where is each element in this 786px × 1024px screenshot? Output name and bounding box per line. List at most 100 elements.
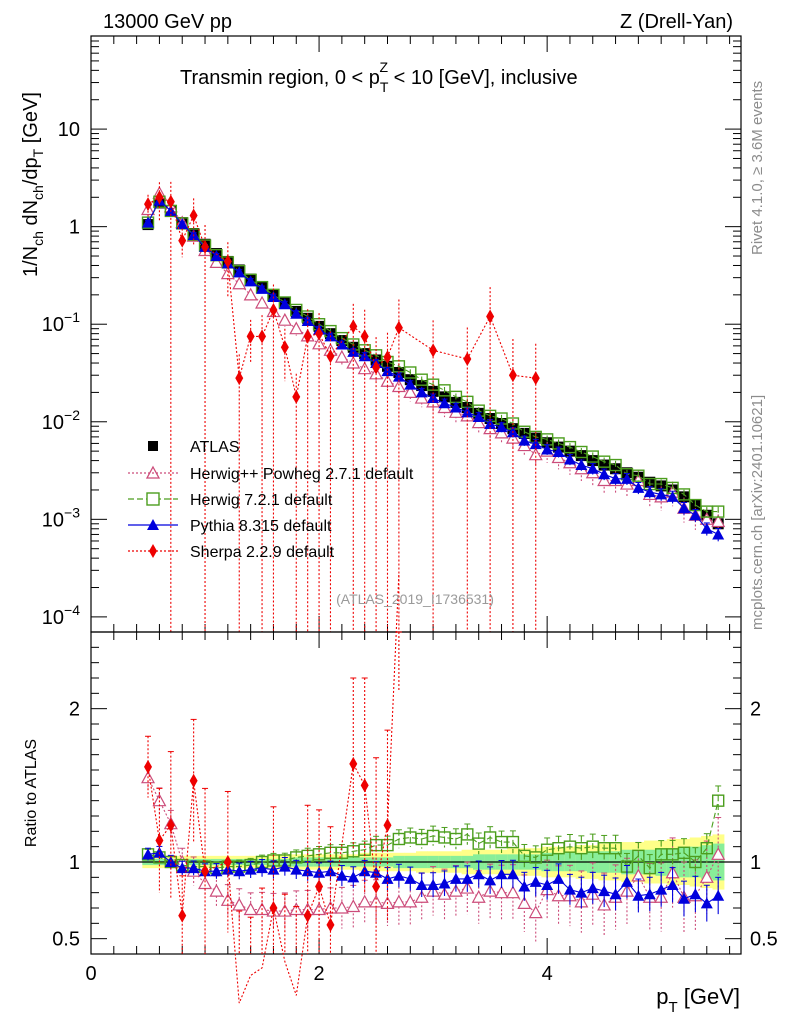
data-point bbox=[312, 336, 327, 350]
ylabel-b-sub: ch bbox=[30, 185, 46, 200]
plot-title: Transmin region, 0 < pTZ < 10 [GeV], inc… bbox=[180, 59, 578, 95]
data-point bbox=[346, 899, 361, 913]
data-point bbox=[142, 848, 155, 860]
data-point bbox=[334, 349, 349, 363]
ratio-y-tick-label-right: 2 bbox=[750, 699, 761, 721]
data-point bbox=[360, 778, 369, 793]
data-point bbox=[187, 862, 200, 874]
plot-title-sup: Z bbox=[379, 59, 388, 75]
data-point bbox=[506, 868, 519, 880]
data-point bbox=[201, 239, 210, 254]
data-point bbox=[712, 528, 725, 540]
data-point bbox=[575, 450, 587, 462]
data-point bbox=[438, 384, 451, 397]
legend-entry-sherpa: Sherpa 2.2.9 default bbox=[128, 544, 335, 561]
data-point bbox=[360, 329, 369, 344]
data-point bbox=[246, 329, 255, 344]
data-point bbox=[429, 343, 438, 358]
data-point bbox=[463, 351, 472, 366]
ylabel-d: [GeV] bbox=[20, 92, 42, 149]
data-point bbox=[178, 908, 187, 923]
data-point bbox=[404, 872, 417, 884]
data-point bbox=[392, 869, 405, 881]
legend: ATLAS Herwig++ Powheg 2.7.1 default Herw… bbox=[128, 439, 414, 561]
data-point bbox=[290, 307, 303, 319]
y-tick-label-base: 10 bbox=[42, 607, 64, 629]
data-point bbox=[632, 481, 645, 493]
process-label: Z (Drell-Yan) bbox=[620, 11, 733, 33]
y-tick-label: 10 bbox=[58, 119, 80, 141]
data-point bbox=[438, 397, 451, 409]
data-point bbox=[484, 874, 497, 886]
data-point bbox=[334, 900, 349, 914]
data-point bbox=[278, 298, 291, 310]
data-point bbox=[620, 472, 633, 484]
plot-title-pre: Transmin region, 0 < p bbox=[180, 67, 380, 89]
data-point bbox=[587, 455, 599, 467]
legend-marker-herwigpp bbox=[145, 465, 161, 479]
data-point bbox=[176, 862, 189, 874]
ratio-panel: 0.5 0.5 1 1 2 2 0 2 4 bbox=[52, 573, 778, 1004]
data-point bbox=[166, 818, 175, 833]
data-point bbox=[575, 459, 588, 471]
ratio-y-tick-label: 0.5 bbox=[52, 929, 80, 951]
data-point bbox=[598, 468, 611, 480]
xlabel-a: p bbox=[656, 984, 668, 1009]
y-tick-label: 10−3 bbox=[42, 504, 80, 531]
data-point bbox=[643, 486, 656, 498]
y-tick-label-base: 1 bbox=[69, 217, 80, 239]
ylabel-c: /dp bbox=[20, 157, 42, 185]
data-point bbox=[267, 863, 280, 875]
data-point bbox=[506, 835, 520, 849]
mcplots-label: mcplots.cern.ch [arXiv:2401.10621] bbox=[749, 395, 766, 630]
data-point bbox=[301, 314, 314, 326]
data-point bbox=[655, 488, 668, 500]
data-point bbox=[209, 883, 224, 897]
data-point bbox=[529, 851, 542, 864]
y-tick-label-exp: −2 bbox=[64, 407, 80, 423]
data-point bbox=[609, 888, 622, 900]
data-point bbox=[269, 302, 278, 317]
data-point bbox=[391, 894, 406, 908]
data-point bbox=[324, 865, 337, 877]
ratio-y-tick-label-right: 1 bbox=[750, 852, 761, 874]
data-point bbox=[471, 415, 486, 429]
data-point bbox=[541, 443, 554, 455]
data-point bbox=[551, 888, 566, 902]
data-point bbox=[243, 287, 258, 301]
data-point bbox=[552, 872, 565, 884]
data-point bbox=[711, 847, 726, 860]
legend-label-herwig7: Herwig 7.2.1 default bbox=[190, 492, 333, 509]
data-point bbox=[415, 879, 428, 890]
data-point bbox=[142, 216, 155, 228]
data-point bbox=[347, 871, 360, 883]
ratio-y-axis-label: Ratio to ATLAS bbox=[23, 739, 40, 847]
data-point bbox=[632, 889, 645, 901]
data-point bbox=[277, 312, 292, 326]
data-point bbox=[349, 756, 358, 771]
data-point bbox=[372, 360, 381, 375]
data-point bbox=[677, 892, 690, 904]
data-point bbox=[326, 349, 335, 364]
data-point bbox=[357, 361, 372, 375]
data-point bbox=[233, 865, 246, 877]
data-point bbox=[144, 759, 153, 774]
data-point bbox=[335, 869, 348, 881]
legend-entry-atlas: ATLAS bbox=[148, 439, 240, 456]
analysis-watermark: (ATLAS_2019_I1736531) bbox=[336, 591, 494, 607]
legend-marker-pythia bbox=[147, 519, 159, 530]
legend-marker-sherpa bbox=[149, 544, 157, 558]
data-point bbox=[609, 472, 622, 484]
data-point bbox=[233, 266, 246, 278]
data-point bbox=[632, 469, 645, 482]
data-point bbox=[415, 386, 428, 398]
data-point bbox=[255, 295, 270, 309]
y-tick-label: 1 bbox=[69, 217, 80, 239]
data-point bbox=[620, 875, 633, 887]
data-point bbox=[494, 425, 509, 439]
data-point bbox=[486, 309, 495, 324]
data-point bbox=[394, 320, 403, 335]
data-point bbox=[689, 509, 702, 521]
x-axis-label: pT [GeV] bbox=[656, 984, 740, 1016]
data-point bbox=[438, 877, 451, 889]
